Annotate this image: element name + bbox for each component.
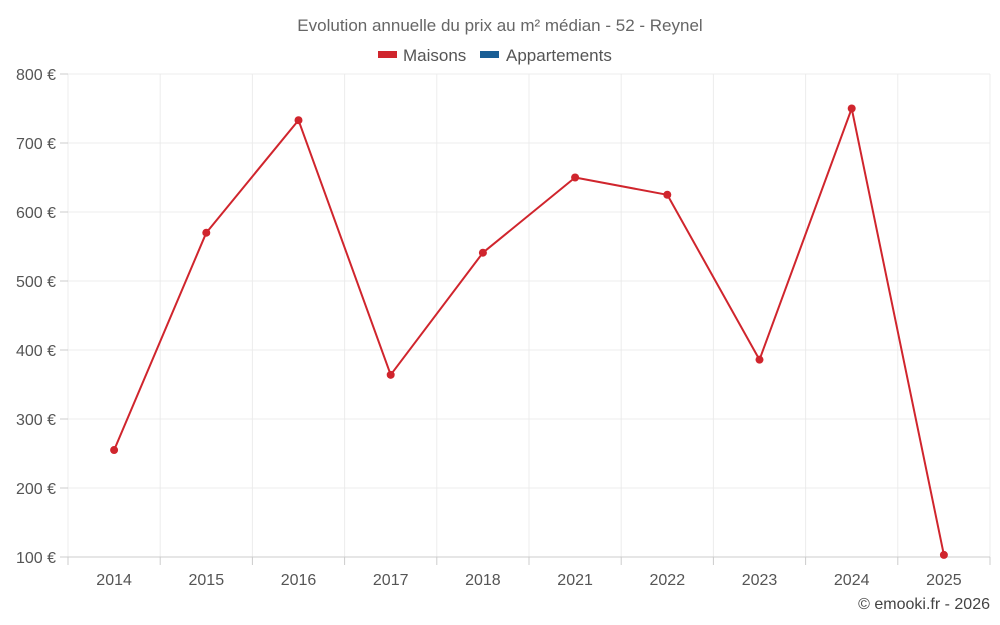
chart-title: Evolution annuelle du prix au m² médian …: [297, 16, 702, 35]
data-point-maisons[interactable]: [202, 228, 211, 237]
data-point-maisons[interactable]: [110, 446, 119, 455]
series-maisons: [110, 104, 948, 559]
legend-label-maisons[interactable]: Maisons: [403, 46, 466, 65]
series-line-maisons: [113, 107, 945, 556]
x-tick-label: 2017: [373, 572, 409, 589]
x-axis-ticks: 2014 2015 2016 2017 2018 2021 2022 2023 2024 2025: [67, 557, 991, 589]
x-tick-label: 2014: [96, 572, 132, 589]
data-point-maisons[interactable]: [663, 190, 672, 199]
y-tick-label: 600 €: [16, 205, 56, 222]
legend: Maisons Appartements: [378, 46, 612, 65]
data-point-maisons[interactable]: [386, 370, 395, 379]
x-tick-label: 2022: [650, 572, 686, 589]
y-tick-label: 800 €: [16, 67, 56, 84]
data-point-maisons[interactable]: [847, 104, 856, 113]
y-tick-label: 100 €: [16, 550, 56, 567]
x-tick-label: 2015: [189, 572, 225, 589]
x-gridlines: [67, 74, 991, 557]
x-tick-label: 2023: [742, 572, 778, 589]
y-tick-label: 200 €: [16, 481, 56, 498]
data-point-maisons[interactable]: [939, 550, 948, 559]
data-point-maisons[interactable]: [478, 248, 487, 257]
y-axis-ticks: 100 € 200 € 300 € 400 € 500 € 600 € 700 € 800 €: [16, 67, 68, 567]
legend-swatch-maisons: [378, 51, 397, 58]
legend-label-appartements[interactable]: Appartements: [506, 46, 612, 65]
y-tick-label: 300 €: [16, 412, 56, 429]
y-tick-label: 700 €: [16, 136, 56, 153]
data-point-maisons[interactable]: [294, 116, 303, 125]
x-tick-label: 2018: [465, 572, 501, 589]
data-point-maisons[interactable]: [571, 173, 580, 182]
legend-swatch-appartements: [480, 51, 499, 58]
x-tick-label: 2024: [834, 572, 870, 589]
data-point-maisons[interactable]: [755, 355, 764, 364]
y-tick-label: 500 €: [16, 274, 56, 291]
y-tick-label: 400 €: [16, 343, 56, 360]
credit-text: © emooki.fr - 2026: [858, 596, 990, 613]
x-tick-label: 2025: [926, 572, 962, 589]
x-tick-label: 2016: [281, 572, 317, 589]
x-tick-label: 2021: [557, 572, 593, 589]
